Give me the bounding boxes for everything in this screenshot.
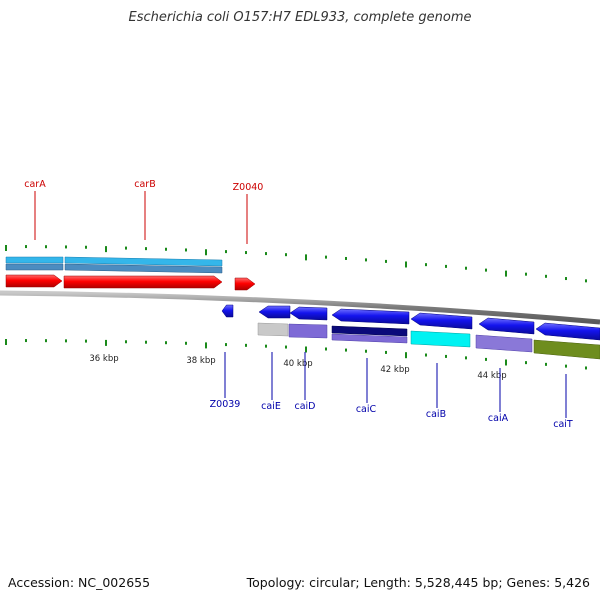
gene-label-caiT[interactable]: caiT [553, 419, 573, 430]
genome-stats-label: Topology: circular; Length: 5,528,445 bp… [246, 575, 590, 590]
gene-label-caiA[interactable]: caiA [488, 413, 509, 424]
gene-arrow-carA[interactable] [5, 274, 63, 288]
gene-arrow-Z0039[interactable] [221, 304, 234, 318]
gene-arrow-carB[interactable] [63, 275, 223, 289]
scale-label: 44 kbp [477, 371, 506, 381]
gene-arrow-caiE[interactable] [258, 305, 291, 319]
gene-label-Z0039[interactable]: Z0039 [210, 399, 241, 410]
gene-arrow-caiC[interactable] [331, 308, 410, 325]
gene-label-caiD[interactable]: caiD [295, 401, 316, 412]
gene-label-caiB[interactable]: caiB [426, 409, 446, 420]
gene-label-carB[interactable]: carB [134, 179, 155, 190]
gene-arrow-Z0040[interactable] [234, 277, 256, 291]
scale-label: 40 kbp [283, 359, 312, 369]
accession-label: Accession: NC_002655 [8, 575, 151, 590]
genome-backbone [0, 290, 600, 325]
scale-label: 36 kbp [89, 354, 118, 364]
gene-label-caiC[interactable]: caiC [356, 404, 377, 415]
reverse-feature-track [257, 322, 600, 360]
gene-label-carA[interactable]: carA [24, 179, 46, 190]
forward-feature-track [5, 256, 223, 274]
gene-arrow-caiA[interactable] [478, 317, 535, 335]
map-title: Escherichia coli O157:H7 EDL933, complet… [128, 10, 472, 25]
gene-arrow-caiD[interactable] [289, 306, 328, 321]
scale-label: 42 kbp [380, 365, 409, 375]
scale-label: 38 kbp [186, 356, 215, 366]
gene-arrow-caiB[interactable] [410, 312, 473, 330]
gene-label-caiE[interactable]: caiE [261, 401, 281, 412]
gene-label-Z0040[interactable]: Z0040 [233, 182, 264, 193]
gene-arrow-caiT[interactable] [535, 322, 600, 341]
